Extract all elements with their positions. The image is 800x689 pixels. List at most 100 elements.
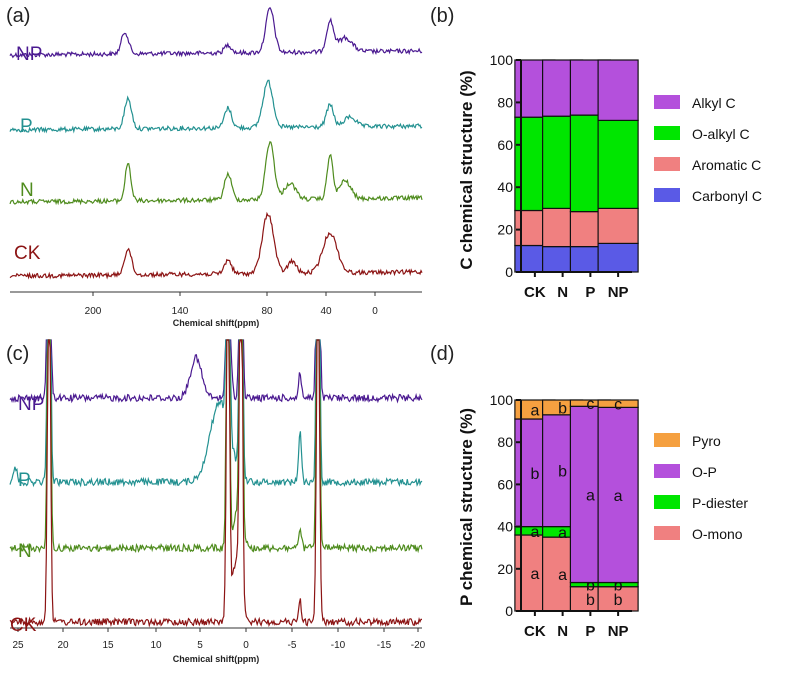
legend-label-alkyl-c: Alkyl C <box>692 95 736 111</box>
panel-label-b: (b) <box>430 5 454 27</box>
legend-label-o-p: O-P <box>692 464 717 480</box>
spectrum-trace-n <box>9 140 423 206</box>
legend-label-p-diester: P-diester <box>692 495 748 511</box>
trace-label-a-n: N <box>20 180 34 201</box>
significance-letter: a <box>558 525 567 542</box>
y-tick-label: 100 <box>490 392 514 408</box>
category-label-np: NP <box>608 623 629 640</box>
trace-label-a-p: P <box>20 116 33 137</box>
x-tick-label-c: 5 <box>197 640 203 651</box>
legend-swatch-carbonyl-c <box>654 188 680 202</box>
x-tick-label-c: -20 <box>411 640 426 651</box>
significance-letter: a <box>614 488 623 505</box>
bar-o-alkyl-c-np <box>597 119 639 210</box>
y-axis-label-d: P chemical structure (%) <box>457 408 476 606</box>
significance-letter: b <box>614 578 623 595</box>
significance-letter: a <box>530 566 539 583</box>
spectrum-trace-ck <box>9 339 422 628</box>
legend-label-aromatic-c: Aromatic C <box>692 157 761 173</box>
axes-d: CK N P NP 0 20 40 60 80 100 <box>490 392 632 640</box>
y-tick-label: 80 <box>497 434 513 450</box>
category-label-ck: CK <box>524 284 546 301</box>
trace-label-c-n: N <box>18 541 32 562</box>
bar-alkyl-c-np <box>597 59 639 122</box>
trace-label-a-np: NP <box>16 44 42 65</box>
panel-label-d: (d) <box>430 343 454 365</box>
significance-letter: b <box>586 592 595 609</box>
y-tick-label: 20 <box>497 561 513 577</box>
legend-label-carbonyl-c: Carbonyl C <box>692 188 762 204</box>
bar-pyro-np <box>597 399 639 409</box>
x-tick-label-c: -5 <box>288 640 297 651</box>
y-tick-label: 80 <box>497 94 513 110</box>
legend-b: Alkyl C O-alkyl C Aromatic C Carbonyl C <box>654 95 762 204</box>
y-axis-label-b: C chemical structure (%) <box>457 70 476 269</box>
significance-letter: b <box>530 466 539 483</box>
category-label-n: N <box>557 284 568 301</box>
significance-letter: b <box>558 464 567 481</box>
x-tick-label-a: 200 <box>85 306 102 317</box>
significance-letter: b <box>558 400 567 417</box>
legend-swatch-alkyl-c <box>654 95 680 109</box>
y-tick-label: 60 <box>497 476 513 492</box>
x-tick-label-a: 140 <box>172 306 189 317</box>
spectrum-trace-p <box>9 339 423 488</box>
bar-panel-d: P chemical structure (%) aabaaabbbbacbba… <box>457 392 748 640</box>
legend-label-o-mono: O-mono <box>692 526 743 542</box>
x-ticks-a: 200 140 80 40 0 <box>85 292 378 317</box>
y-tick-label: 40 <box>497 519 513 535</box>
legend-swatch-aromatic-c <box>654 157 680 171</box>
spectrum-trace-p <box>9 79 423 134</box>
trace-label-c-ck: CK <box>10 615 37 636</box>
significance-letter: b <box>614 592 623 609</box>
y-tick-label: 60 <box>497 137 513 153</box>
spectrum-traces-c <box>9 339 423 628</box>
trace-label-c-p: P <box>18 470 31 491</box>
significance-letter: c <box>586 396 594 413</box>
y-tick-label: 0 <box>505 264 513 280</box>
y-tick-label: 20 <box>497 222 513 238</box>
x-axis-label-a: Chemical shift(ppm) <box>173 318 260 328</box>
significance-letter: a <box>530 403 539 420</box>
panel-label-c: (c) <box>6 343 29 365</box>
spectrum-traces-a <box>9 6 423 280</box>
x-tick-label-c: 25 <box>12 640 24 651</box>
x-tick-label-c: -10 <box>331 640 346 651</box>
trace-label-a-ck: CK <box>14 243 41 264</box>
x-tick-label-a: 80 <box>261 306 273 317</box>
x-tick-label-c: 10 <box>150 640 162 651</box>
trace-label-c-np: NP <box>18 394 44 415</box>
x-tick-label-a: 0 <box>372 306 378 317</box>
axes-b: CK N P NP 0 20 40 60 80 100 <box>490 52 632 301</box>
category-label-ck: CK <box>524 623 546 640</box>
bars-b <box>514 59 639 273</box>
significance-letter: a <box>586 487 595 504</box>
legend-label-pyro: Pyro <box>692 433 721 449</box>
bar-aromatic-c-np <box>597 207 639 244</box>
spectrum-trace-np <box>9 339 423 404</box>
significance-letter: c <box>614 397 622 414</box>
legend-swatch-o-p <box>654 464 680 478</box>
y-tick-label: 0 <box>505 603 513 619</box>
legend-swatch-pyro <box>654 433 680 447</box>
spectrum-trace-np <box>9 6 423 59</box>
x-tick-label-a: 40 <box>320 306 332 317</box>
category-label-np: NP <box>608 284 629 301</box>
legend-swatch-o-mono <box>654 526 680 540</box>
x-tick-label-c: 20 <box>57 640 69 651</box>
bar-carbonyl-c-np <box>597 242 639 273</box>
category-label-p: P <box>585 284 595 301</box>
legend-swatch-o-alkyl-c <box>654 126 680 140</box>
x-tick-label-c: -15 <box>377 640 392 651</box>
panel-label-a: (a) <box>6 5 30 27</box>
category-label-n: N <box>557 623 568 640</box>
legend-label-o-alkyl-c: O-alkyl C <box>692 126 750 142</box>
x-tick-label-c: 0 <box>243 640 249 651</box>
significance-letter: a <box>558 567 567 584</box>
legend-d: Pyro O-P P-diester O-mono <box>654 433 748 542</box>
spectrum-trace-n <box>9 339 423 554</box>
x-axis-label-c: Chemical shift(ppm) <box>173 654 260 664</box>
spectrum-panel-a: 200 140 80 40 0 Chemical shift(ppm) NP P N C… <box>9 6 423 328</box>
